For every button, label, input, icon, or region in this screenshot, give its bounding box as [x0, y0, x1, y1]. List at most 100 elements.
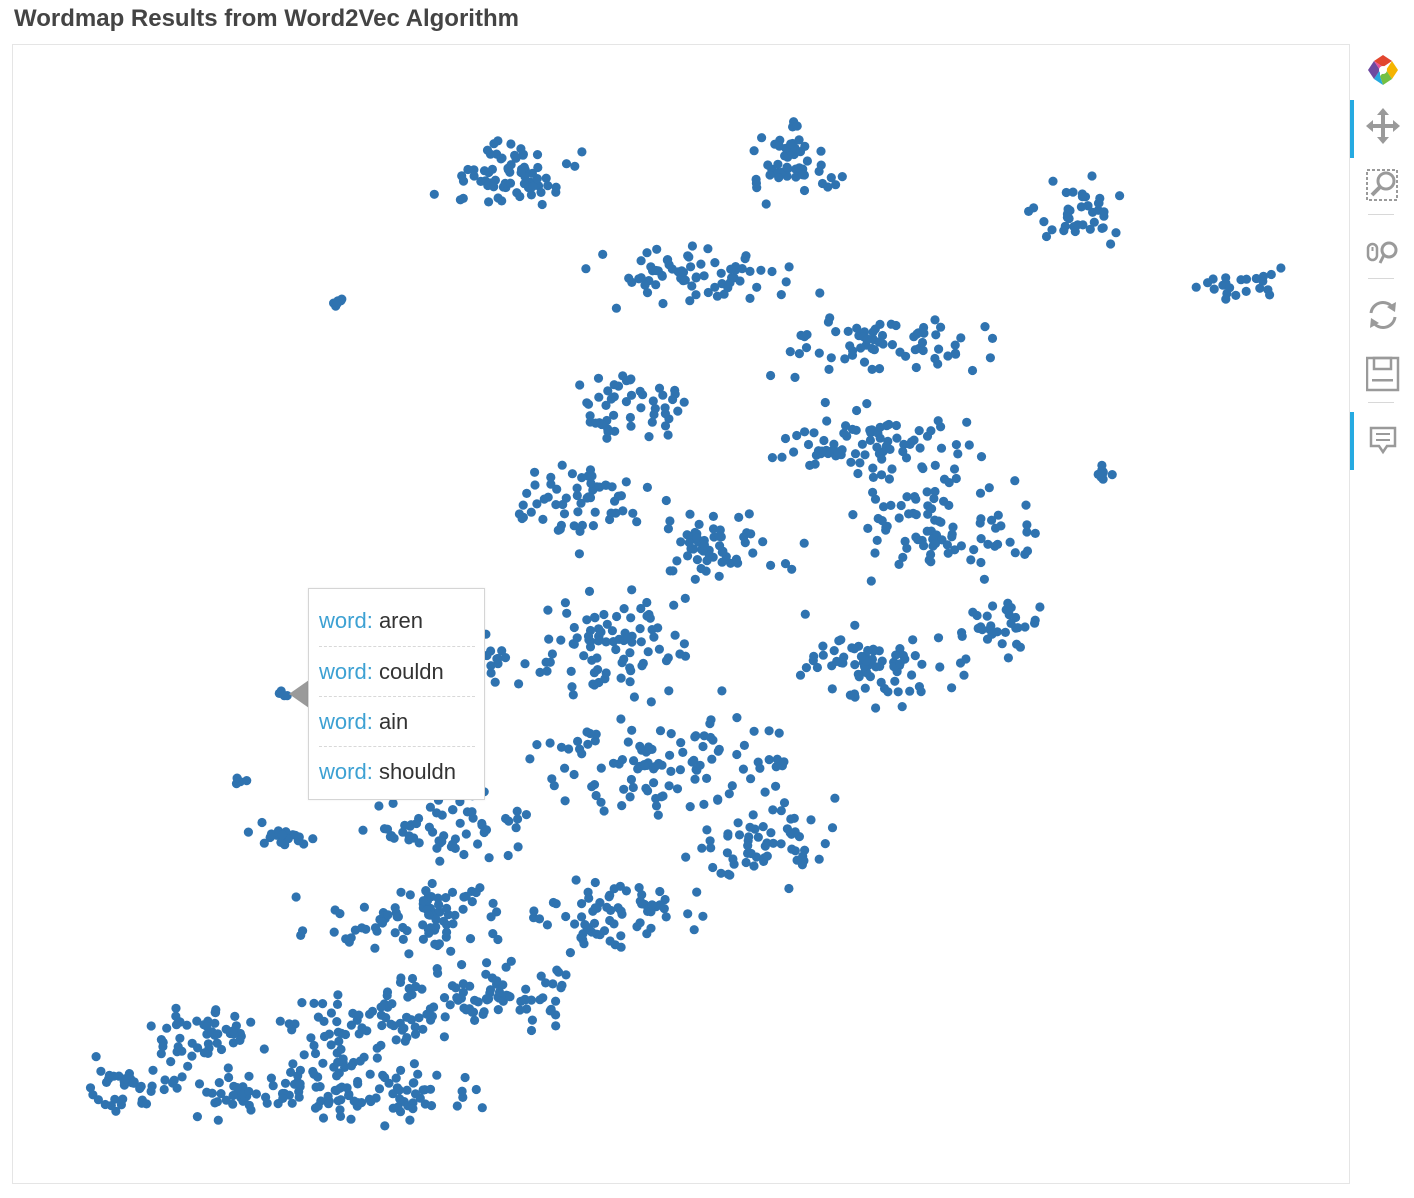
word-point[interactable]	[933, 633, 944, 643]
word-point[interactable]	[753, 832, 763, 842]
word-point[interactable]	[621, 477, 631, 487]
word-point[interactable]	[461, 829, 471, 839]
word-point[interactable]	[601, 400, 611, 410]
word-point[interactable]	[749, 861, 759, 871]
word-point[interactable]	[172, 1083, 182, 1093]
word-point[interactable]	[299, 1050, 309, 1060]
word-point[interactable]	[914, 426, 924, 436]
word-point[interactable]	[782, 824, 793, 834]
word-point[interactable]	[751, 178, 762, 188]
word-point[interactable]	[214, 1078, 224, 1088]
word-point[interactable]	[556, 635, 566, 645]
word-point[interactable]	[572, 490, 582, 501]
word-point[interactable]	[829, 646, 839, 656]
word-point[interactable]	[706, 843, 716, 853]
word-point[interactable]	[687, 241, 698, 251]
word-point[interactable]	[288, 1059, 298, 1069]
word-point[interactable]	[714, 744, 724, 755]
word-point[interactable]	[912, 329, 922, 339]
word-point[interactable]	[567, 682, 577, 692]
word-point[interactable]	[691, 290, 701, 300]
word-point[interactable]	[734, 512, 744, 522]
word-point[interactable]	[933, 359, 943, 369]
word-point[interactable]	[577, 912, 587, 922]
word-point[interactable]	[832, 656, 842, 667]
word-point[interactable]	[441, 893, 451, 903]
word-point[interactable]	[706, 732, 716, 743]
word-point[interactable]	[957, 631, 967, 642]
word-point[interactable]	[370, 923, 381, 933]
word-point[interactable]	[1266, 269, 1276, 280]
word-point[interactable]	[576, 498, 586, 508]
word-point[interactable]	[826, 173, 836, 183]
word-point[interactable]	[601, 637, 611, 647]
word-point[interactable]	[452, 1101, 462, 1111]
word-point[interactable]	[728, 854, 738, 864]
word-point[interactable]	[661, 495, 671, 506]
word-point[interactable]	[430, 939, 440, 949]
word-point[interactable]	[506, 160, 516, 170]
word-point[interactable]	[534, 914, 545, 924]
word-point[interactable]	[809, 651, 819, 662]
word-point[interactable]	[588, 521, 599, 531]
word-point[interactable]	[276, 837, 286, 848]
word-point[interactable]	[1203, 278, 1213, 288]
word-point[interactable]	[898, 552, 908, 562]
word-point[interactable]	[692, 887, 702, 897]
word-point[interactable]	[947, 529, 957, 539]
word-point[interactable]	[724, 789, 734, 799]
reset-tool[interactable]	[1352, 286, 1412, 338]
word-point[interactable]	[625, 663, 635, 673]
word-point[interactable]	[679, 639, 690, 649]
word-point[interactable]	[797, 170, 808, 180]
word-point[interactable]	[554, 525, 565, 535]
word-point[interactable]	[505, 992, 515, 1002]
word-point[interactable]	[547, 649, 558, 659]
word-point[interactable]	[726, 264, 736, 274]
word-point[interactable]	[732, 749, 742, 760]
word-point[interactable]	[389, 833, 399, 843]
word-point[interactable]	[951, 473, 961, 484]
word-point[interactable]	[964, 440, 974, 450]
word-point[interactable]	[394, 1085, 404, 1095]
word-point[interactable]	[814, 854, 824, 864]
word-point[interactable]	[745, 266, 755, 276]
word-point[interactable]	[678, 747, 688, 758]
pan-tool[interactable]	[1350, 96, 1412, 158]
word-point[interactable]	[636, 256, 646, 266]
word-point[interactable]	[333, 990, 343, 1000]
word-point[interactable]	[913, 535, 923, 545]
word-point[interactable]	[356, 1098, 367, 1108]
word-point[interactable]	[592, 653, 602, 663]
word-point[interactable]	[695, 760, 705, 770]
word-point[interactable]	[767, 266, 777, 277]
word-point[interactable]	[538, 514, 548, 524]
save-tool[interactable]	[1352, 346, 1412, 398]
word-point[interactable]	[357, 1023, 367, 1033]
word-point[interactable]	[649, 409, 659, 420]
word-point[interactable]	[895, 644, 905, 654]
word-point[interactable]	[455, 818, 465, 828]
word-point[interactable]	[585, 728, 595, 739]
word-point[interactable]	[516, 167, 526, 178]
word-point[interactable]	[654, 383, 665, 393]
word-point[interactable]	[557, 460, 567, 470]
word-point[interactable]	[860, 450, 870, 460]
word-point[interactable]	[848, 346, 858, 356]
word-point[interactable]	[560, 763, 570, 773]
word-point[interactable]	[169, 1075, 179, 1085]
word-point[interactable]	[558, 499, 568, 510]
word-point[interactable]	[309, 1069, 319, 1079]
word-point[interactable]	[899, 439, 909, 449]
word-point[interactable]	[774, 728, 784, 738]
word-point[interactable]	[799, 185, 810, 196]
word-point[interactable]	[432, 808, 442, 818]
word-point[interactable]	[246, 1105, 256, 1115]
word-point[interactable]	[619, 654, 629, 664]
word-point[interactable]	[636, 603, 646, 614]
word-point[interactable]	[318, 1113, 329, 1123]
word-point[interactable]	[1029, 203, 1039, 213]
word-point[interactable]	[870, 324, 880, 334]
word-point[interactable]	[353, 1079, 363, 1089]
word-point[interactable]	[141, 1099, 152, 1109]
